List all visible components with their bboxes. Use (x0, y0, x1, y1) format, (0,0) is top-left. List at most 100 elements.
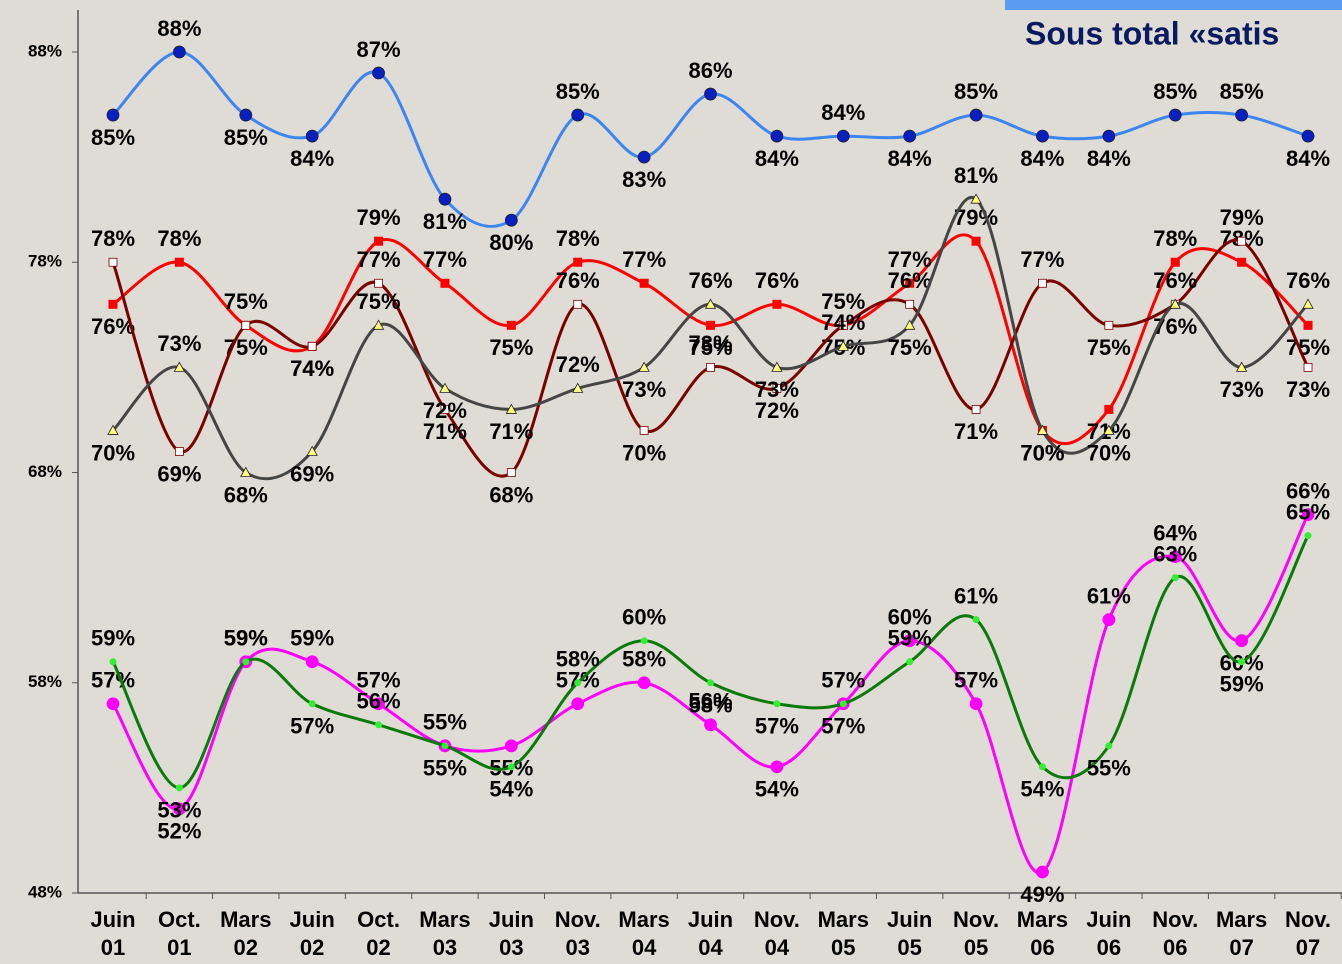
data-label: 75% (888, 335, 932, 360)
marker (1102, 613, 1116, 627)
data-label: 60% (622, 605, 666, 630)
marker (504, 739, 518, 753)
marker (1301, 129, 1315, 143)
marker (241, 320, 251, 330)
series-line (111, 534, 1310, 790)
marker (574, 679, 582, 687)
marker (773, 700, 781, 708)
data-label: 71% (954, 419, 998, 444)
marker (374, 236, 384, 246)
marker (639, 426, 649, 435)
marker (172, 802, 186, 816)
data-label: 72% (556, 352, 600, 377)
y-tick-label: 68% (28, 462, 62, 481)
marker (504, 213, 518, 227)
data-label: 84% (755, 146, 799, 171)
data-label: 57% (91, 668, 135, 693)
data-label: 57% (821, 668, 865, 693)
data-label: 54% (755, 777, 799, 802)
marker (704, 87, 717, 101)
data-label: 74% (290, 356, 334, 381)
marker (305, 655, 319, 669)
marker (505, 403, 518, 414)
marker (372, 66, 385, 80)
y-tick-label: 88% (28, 41, 62, 60)
marker (305, 129, 319, 143)
marker (375, 721, 383, 729)
data-label: 85% (556, 79, 600, 104)
series-line (111, 238, 1310, 478)
y-tick-label: 48% (28, 882, 62, 901)
data-label: 59% (224, 626, 268, 651)
x-tick-label: Nov. 04 (753, 907, 800, 960)
data-label: 59% (91, 626, 135, 651)
data-label: 63% (1153, 541, 1197, 566)
x-tick-label: Juin 01 (90, 907, 136, 960)
marker (174, 257, 184, 267)
data-label: 87% (357, 37, 401, 62)
marker (1235, 361, 1248, 372)
data-label: 76% (1286, 268, 1330, 293)
data-label: 76% (1153, 268, 1197, 293)
data-label: 70% (91, 440, 135, 465)
marker (637, 676, 651, 690)
data-label: 70% (1020, 440, 1064, 465)
data-label: 85% (91, 125, 135, 150)
x-tick-label: Nov. 07 (1284, 907, 1332, 960)
x-tick-label: Juin 06 (1086, 907, 1132, 960)
x-tick-label: Mars 04 (618, 907, 670, 960)
marker (1303, 320, 1313, 330)
data-label: 61% (954, 583, 998, 608)
marker (506, 468, 516, 477)
marker (573, 257, 583, 267)
data-label: 71% (423, 419, 467, 444)
data-label: 60% (888, 605, 932, 630)
data-label: 84% (1020, 146, 1064, 171)
x-tick-label: Juin 05 (887, 907, 933, 960)
data-label: 71% (489, 419, 533, 444)
data-label: 76% (755, 268, 799, 293)
data-label: 75% (1286, 335, 1330, 360)
marker (1303, 362, 1313, 372)
marker (1168, 550, 1182, 563)
marker (637, 150, 651, 164)
data-label: 78% (91, 226, 135, 251)
data-label: 88% (157, 16, 201, 41)
data-label: 81% (423, 209, 467, 234)
data-label: 75% (489, 335, 533, 360)
marker (1038, 278, 1047, 288)
x-tick-label: Nov. 03 (554, 907, 601, 960)
marker (240, 466, 252, 477)
data-label: 56% (357, 689, 401, 714)
data-label: 57% (290, 714, 334, 739)
marker (242, 658, 250, 666)
x-tick-label: Mars 06 (1016, 907, 1069, 960)
marker (1169, 298, 1181, 309)
data-label: 59% (1220, 672, 1264, 697)
data-label: 75% (821, 289, 865, 314)
marker (903, 634, 917, 648)
marker (906, 658, 914, 666)
marker (771, 361, 783, 372)
marker (1104, 320, 1114, 330)
data-label: 77% (888, 247, 932, 272)
marker (306, 445, 318, 456)
marker (971, 405, 981, 414)
marker (640, 637, 648, 645)
marker (706, 320, 716, 330)
data-label: 58% (688, 693, 732, 718)
marker (969, 697, 983, 711)
marker (1038, 763, 1046, 771)
y-tick-label: 58% (28, 672, 62, 691)
data-label: 57% (954, 668, 998, 693)
data-label: 73% (1220, 377, 1264, 402)
data-label: 73% (688, 331, 732, 356)
marker (507, 763, 515, 771)
marker (1170, 257, 1180, 267)
x-tick-label: Mars 02 (220, 907, 272, 960)
data-label: 57% (755, 714, 799, 739)
data-label: 85% (224, 125, 268, 150)
marker (173, 361, 186, 372)
marker (1235, 634, 1249, 648)
data-label: 73% (1286, 377, 1330, 402)
